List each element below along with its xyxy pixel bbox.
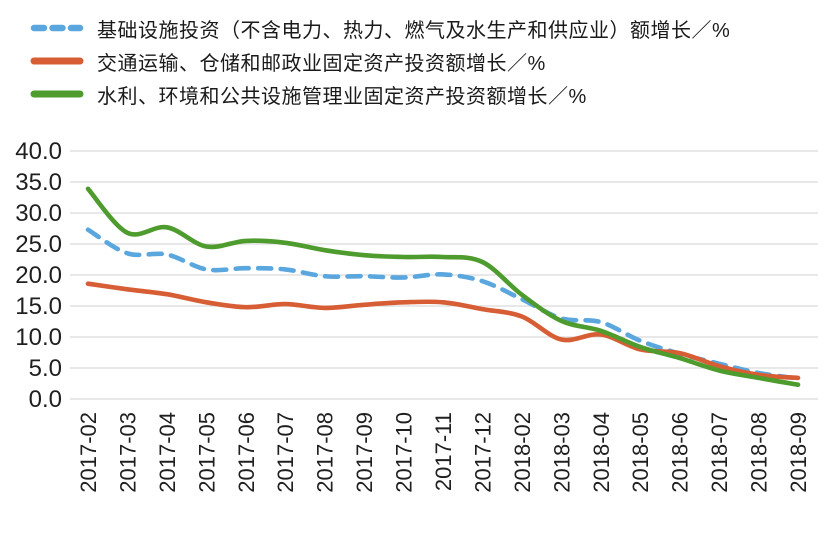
x-tick-label: 2018-08 [747,412,772,493]
x-tick-label: 2017-02 [76,412,101,493]
y-tick-label: 10.0 [15,324,62,351]
dashed-line-swatch-icon [30,24,84,32]
solid-line-swatch-icon [30,57,84,65]
y-tick-label: 15.0 [15,293,62,320]
x-tick-label: 2017-05 [194,412,219,493]
x-tick-label: 2017-07 [273,412,298,493]
x-tick-label: 2017-10 [392,412,417,493]
x-tick-label: 2017-12 [470,412,495,493]
x-tick-label: 2017-11 [431,412,456,491]
y-tick-label: 25.0 [15,231,62,258]
legend-label-transport: 交通运输、仓储和邮政业固定资产投资额增长／% [97,52,546,75]
legend-item-water-environment: 水利、环境和公共设施管理业固定资产投资额增长／% [30,82,730,108]
x-tick-label: 2017-04 [155,412,180,493]
x-tick-label: 2018-07 [707,412,732,493]
y-axis-tick-labels: 0.0 5.0 10.0 15.0 20.0 25.0 30.0 35.0 40.0 [15,138,62,413]
y-tick-label: 20.0 [15,262,62,289]
legend-label-water-environment: 水利、环境和公共设施管理业固定资产投资额增长／% [97,85,587,108]
x-tick-label: 2018-06 [668,412,693,493]
legend-label-infrastructure: 基础设施投资（不含电力、热力、燃气及水生产和供应业）额增长／% [97,19,731,42]
x-tick-label: 2017-09 [352,412,377,493]
series-line-2 [85,186,801,387]
series-lines [85,186,801,387]
x-tick-label: 2018-02 [510,412,535,493]
x-tick-label: 2017-03 [115,412,140,493]
legend: 基础设施投资（不含电力、热力、燃气及水生产和供应业）额增长／% 交通运输、仓储和… [30,16,731,108]
y-tick-label: 40.0 [15,138,62,165]
x-tick-label: 2018-09 [786,412,811,493]
y-tick-label: 35.0 [15,169,62,196]
y-tick-label: 5.0 [29,355,62,382]
x-axis-tick-labels: 2017-02 2017-03 2017-04 2017-05 2017-06 2017-… [76,412,811,493]
series-line-1 [85,281,801,381]
legend-item-infrastructure: 基础设施投资（不含电力、热力、燃气及水生产和供应业）额增长／% [30,16,731,42]
gridlines [70,150,818,400]
x-tick-label: 2017-06 [234,412,259,493]
solid-line-swatch-icon [30,90,84,98]
x-tick-label: 2018-03 [549,412,574,493]
x-tick-label: 2018-05 [628,412,653,493]
legend-item-transport: 交通运输、仓储和邮政业固定资产投资额增长／% [30,49,730,75]
y-tick-label: 30.0 [15,200,62,227]
y-tick-label: 0.0 [29,386,62,413]
x-tick-label: 2017-08 [313,412,338,493]
x-tick-label: 2018-04 [589,412,614,493]
